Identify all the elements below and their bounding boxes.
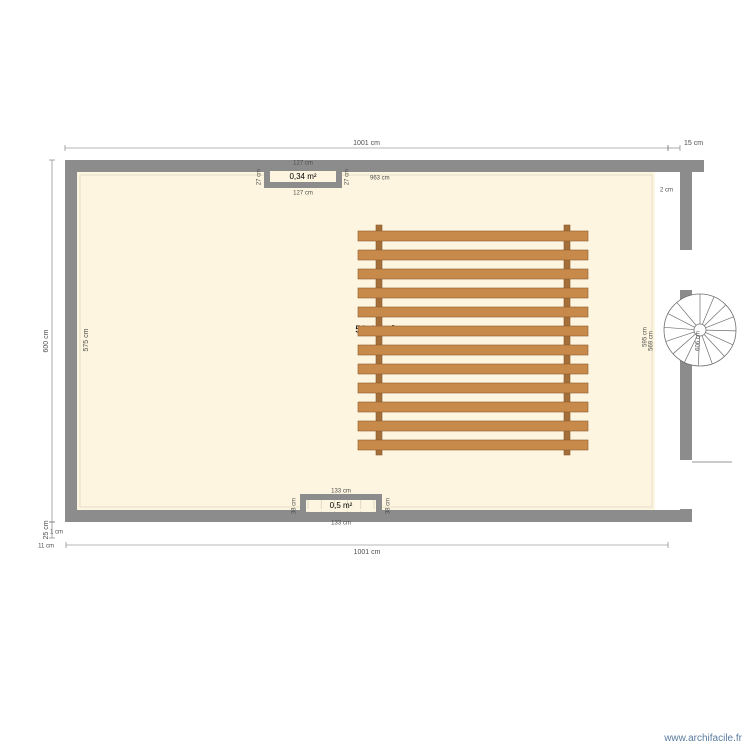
svg-text:27 cm: 27 cm [345,169,351,185]
svg-text:569 cm: 569 cm [649,331,655,351]
svg-text:606 cm: 606 cm [696,331,702,351]
svg-text:133 cm: 133 cm [331,489,351,495]
svg-text:25 cm: 25 cm [43,520,50,539]
svg-text:38 cm: 38 cm [386,498,392,514]
svg-text:0,34 m²: 0,34 m² [289,172,316,181]
svg-text:133 cm: 133 cm [331,521,351,527]
watermark: www.archifacile.fr [664,733,742,744]
svg-text:1001 cm: 1001 cm [354,549,381,556]
svg-text:0,5 m²: 0,5 m² [330,501,353,510]
svg-text:27 cm: 27 cm [257,169,263,185]
svg-text:2 cm: 2 cm [660,188,673,194]
svg-text:127 cm: 127 cm [293,161,313,167]
svg-text:38 cm: 38 cm [292,498,298,514]
svg-text:1001 cm: 1001 cm [353,140,380,147]
svg-text:1 cm: 1 cm [50,530,63,536]
svg-text:127 cm: 127 cm [293,191,313,197]
svg-text:15 cm: 15 cm [684,140,703,147]
floor-plan: 127 cm 127 cm 27 cm 27 cm 0,34 m² 963 cm 133 c… [0,0,750,750]
svg-text:963 cm: 963 cm [370,176,390,182]
svg-text:11 cm: 11 cm [38,544,54,550]
svg-text:575 cm: 575 cm [83,328,90,351]
svg-text:600 cm: 600 cm [43,329,50,352]
